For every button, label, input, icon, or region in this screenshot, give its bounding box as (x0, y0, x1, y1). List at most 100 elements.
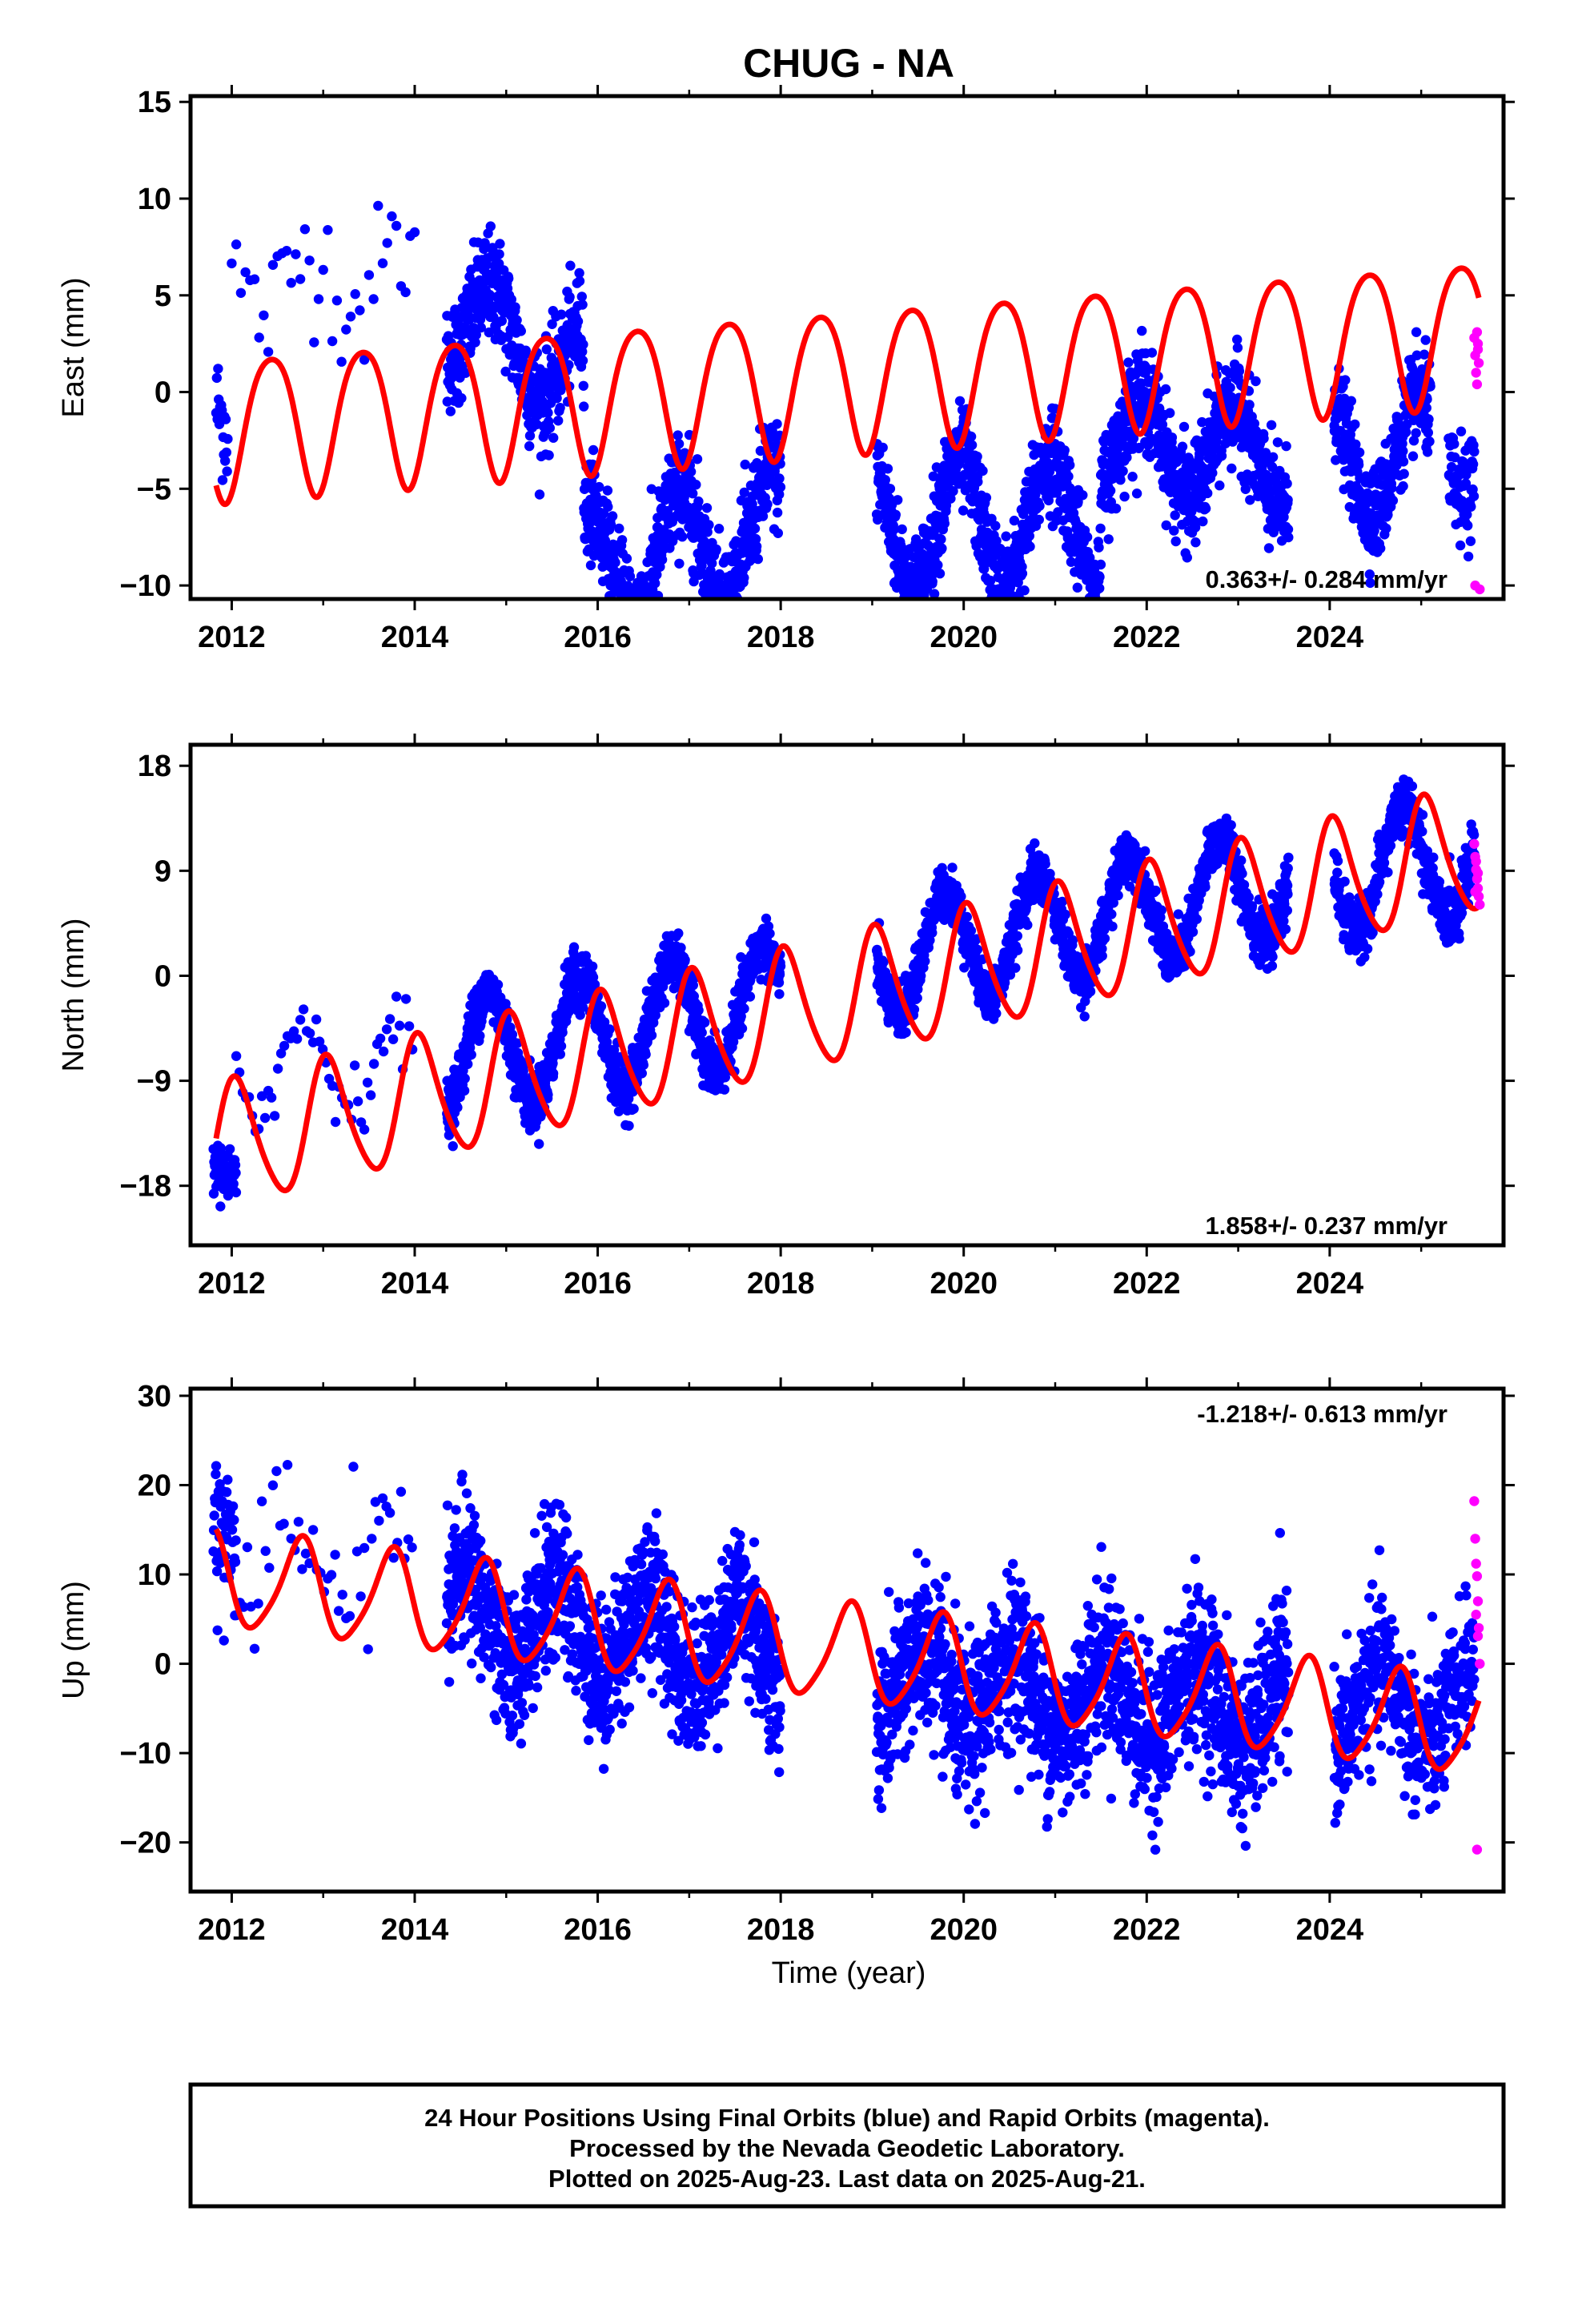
final-orbit-point (365, 1090, 376, 1100)
east-rapid-orbit-points (1469, 327, 1485, 595)
final-orbit-point (1085, 553, 1095, 563)
final-orbit-point (640, 649, 650, 658)
final-orbit-point (749, 523, 761, 534)
final-orbit-point (304, 255, 315, 266)
final-orbit-point (920, 956, 930, 967)
final-orbit-point (762, 499, 773, 509)
final-orbit-point (463, 1059, 473, 1070)
final-orbit-point (1344, 501, 1355, 513)
final-orbit-point (937, 543, 947, 553)
final-orbit-point (1244, 400, 1255, 410)
final-orbit-point (485, 221, 496, 231)
final-orbit-point (231, 1187, 242, 1198)
final-orbit-point (594, 481, 604, 493)
final-orbit-point (909, 624, 918, 633)
final-orbit-point (1240, 484, 1251, 494)
final-orbit-point (387, 1034, 399, 1044)
final-orbit-point (714, 569, 725, 580)
final-orbit-point (579, 401, 589, 412)
final-orbit-point (728, 1036, 739, 1047)
final-orbit-point (1424, 436, 1435, 447)
final-orbit-point (716, 610, 725, 620)
final-orbit-point (673, 430, 683, 440)
final-orbit-point (1092, 611, 1102, 621)
final-orbit-point (272, 1063, 283, 1074)
final-orbit-point (772, 419, 782, 429)
final-orbit-point (697, 1027, 707, 1038)
final-orbit-point (693, 1005, 704, 1015)
final-orbit-point (1456, 426, 1467, 436)
final-orbit-point (409, 227, 420, 238)
final-orbit-point (903, 610, 913, 620)
final-orbit-point (689, 576, 699, 587)
final-orbit-point (574, 275, 585, 287)
final-orbit-point (991, 536, 1002, 546)
final-orbit-point (267, 259, 279, 270)
final-orbit-point (1082, 532, 1093, 542)
final-orbit-point (623, 603, 632, 613)
final-orbit-point (712, 618, 721, 628)
final-orbit-point (772, 507, 783, 518)
final-orbit-point (972, 451, 982, 462)
final-orbit-point (1419, 349, 1430, 360)
final-orbit-point (492, 979, 504, 990)
final-orbit-point (640, 1049, 651, 1059)
final-orbit-point (1177, 441, 1188, 452)
final-orbit-point (908, 613, 917, 622)
final-orbit-point (231, 1168, 241, 1178)
final-orbit-point (614, 523, 624, 534)
final-orbit-point (221, 447, 231, 458)
final-orbit-point (318, 264, 328, 275)
final-orbit-point (575, 1010, 585, 1020)
final-orbit-point (471, 329, 481, 340)
final-orbit-point (603, 501, 613, 513)
final-orbit-point (1103, 534, 1114, 545)
final-orbit-point (624, 610, 634, 620)
final-orbit-point (711, 544, 721, 555)
final-orbit-point (912, 993, 922, 1003)
final-orbit-point (1420, 335, 1431, 345)
final-orbit-point (908, 608, 917, 617)
final-orbit-point (1200, 503, 1211, 514)
final-orbit-point (555, 403, 565, 413)
final-orbit-point (599, 1017, 610, 1027)
final-orbit-point (1398, 480, 1408, 492)
final-orbit-point (400, 994, 412, 1004)
final-orbit-point (1030, 489, 1041, 500)
final-orbit-point (897, 524, 907, 535)
final-orbit-point (269, 1111, 280, 1121)
final-orbit-point (946, 493, 956, 504)
final-orbit-point (1421, 403, 1432, 413)
final-orbit-point (1466, 501, 1476, 512)
final-orbit-point (445, 406, 456, 416)
final-orbit-point (721, 649, 730, 658)
final-orbit-point (1468, 491, 1480, 501)
final-orbit-point (907, 602, 917, 612)
final-orbit-point (893, 495, 903, 505)
final-orbit-point (985, 575, 996, 586)
final-orbit-point (708, 615, 717, 625)
final-orbit-point (585, 560, 596, 571)
final-orbit-point (254, 332, 264, 343)
y-tick-label: −5 (137, 472, 171, 506)
final-orbit-point (459, 1085, 470, 1096)
final-orbit-point (643, 601, 652, 610)
final-orbit-point (721, 610, 731, 620)
final-orbit-point (773, 528, 783, 538)
final-orbit-point (901, 607, 910, 617)
final-orbit-point (721, 629, 730, 639)
final-orbit-point (1207, 468, 1218, 478)
final-orbit-point (476, 322, 486, 333)
final-orbit-point (646, 1030, 657, 1041)
final-orbit-point (1127, 472, 1138, 482)
final-orbit-point (753, 553, 763, 565)
final-orbit-point (534, 1139, 544, 1149)
final-orbit-point (1283, 524, 1294, 535)
final-orbit-point (1411, 327, 1422, 337)
final-orbit-point (1034, 514, 1045, 525)
final-orbit-point (359, 1124, 370, 1135)
final-orbit-point (1234, 366, 1245, 376)
final-orbit-point (448, 1141, 458, 1152)
final-orbit-point (1422, 447, 1433, 457)
